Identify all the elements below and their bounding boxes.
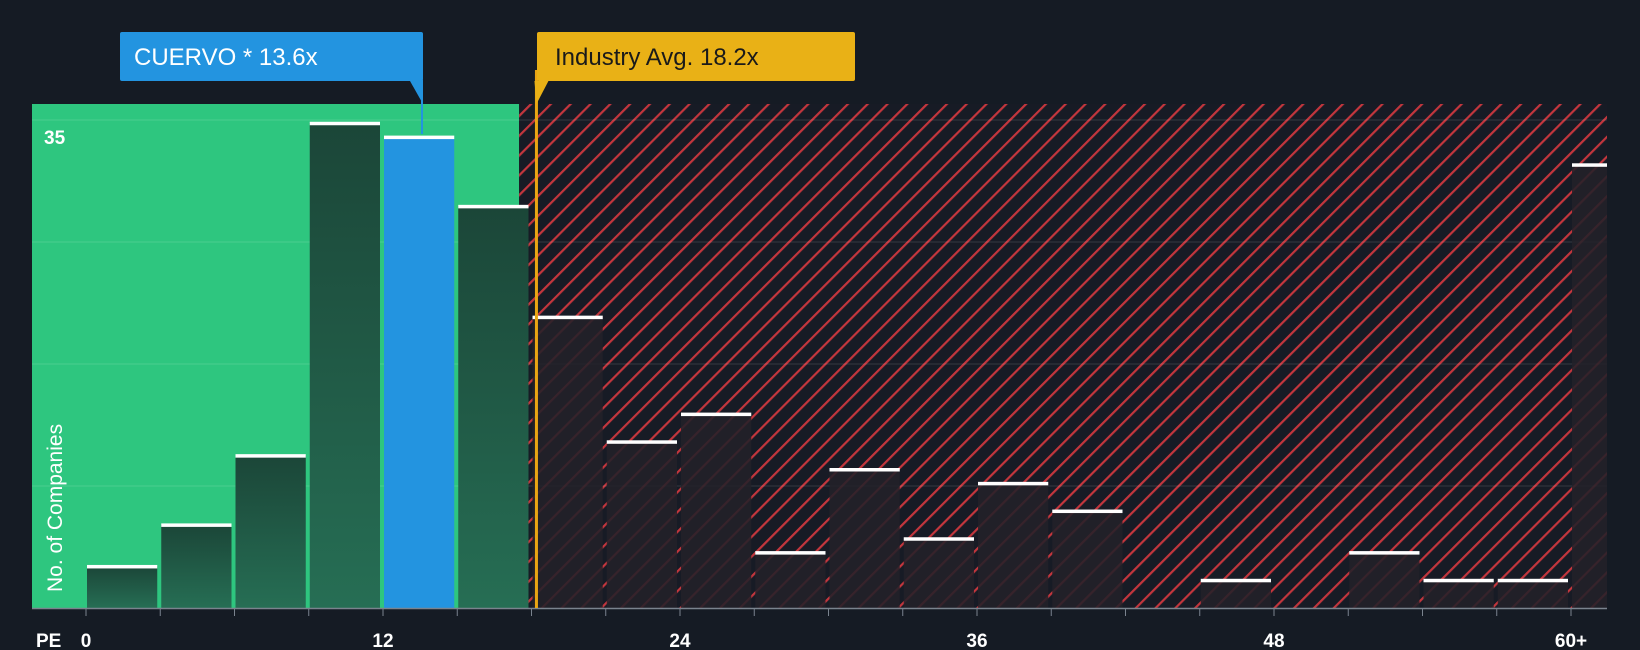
industry-average-marker: Industry Avg. 18.2x [534, 32, 855, 608]
histogram-bar [829, 469, 900, 608]
bar-cap [829, 468, 900, 472]
industry-average-callout [537, 32, 855, 81]
histogram-bars [87, 121, 1607, 609]
histogram-bar [1200, 580, 1271, 608]
y-tick-label: 35 [44, 128, 66, 149]
industry-callout-pointer [534, 81, 549, 104]
histogram-bar [384, 137, 455, 608]
bar-cap [458, 204, 529, 209]
x-ticks: 0 12 24 36 48 60+ [81, 608, 1587, 650]
histogram-bar [1497, 580, 1568, 608]
histogram-bar [1423, 580, 1494, 608]
industry-average-label: Industry Avg. 18.2x [555, 44, 759, 71]
bar-cap [87, 564, 158, 569]
histogram-bar [235, 455, 306, 608]
x-tick-label: 60+ [1555, 631, 1587, 650]
x-tick-label: 36 [966, 631, 987, 650]
bar-cap [755, 551, 826, 555]
x-tick-label: 24 [669, 631, 691, 650]
bar-cap [606, 440, 677, 444]
company-callout-pointer [410, 81, 423, 104]
histogram-bar [681, 414, 752, 608]
company-pe-marker: CUERVO * 13.6x [120, 32, 423, 134]
x-axis-label: PE [36, 631, 61, 650]
histogram-bar [458, 206, 529, 608]
bar-cap [1052, 509, 1123, 514]
bar-cap [978, 481, 1049, 486]
x-tick-label: 0 [81, 631, 92, 650]
bar-cap [1572, 163, 1607, 167]
bar-cap [532, 315, 603, 320]
company-pe-label: CUERVO * 13.6x [134, 44, 318, 71]
bar-cap [161, 523, 232, 527]
y-axis-label: No. of Companies [44, 424, 67, 592]
histogram-bar [532, 317, 603, 608]
company-pe-callout [120, 32, 423, 81]
bar-cap [384, 135, 455, 140]
histogram-bar [1572, 164, 1607, 609]
bar-cap [1349, 551, 1420, 555]
histogram-bar [606, 441, 677, 608]
bar-cap [681, 412, 752, 417]
bar-cap [309, 121, 380, 126]
histogram-bar [161, 524, 232, 608]
histogram-bar [755, 552, 826, 608]
bar-cap [1200, 578, 1271, 583]
bar-cap [1497, 578, 1568, 583]
histogram-bar [978, 483, 1049, 608]
histogram-bar [1349, 552, 1420, 608]
histogram-bar [87, 566, 158, 608]
bar-cap [1423, 578, 1494, 583]
bar-cap [903, 537, 974, 541]
bar-cap [235, 454, 306, 458]
x-tick-label: 12 [372, 631, 393, 650]
x-tick-label: 48 [1263, 631, 1284, 650]
histogram-bar [1052, 511, 1123, 608]
histogram-bar [309, 123, 380, 608]
histogram-bar [903, 538, 974, 608]
